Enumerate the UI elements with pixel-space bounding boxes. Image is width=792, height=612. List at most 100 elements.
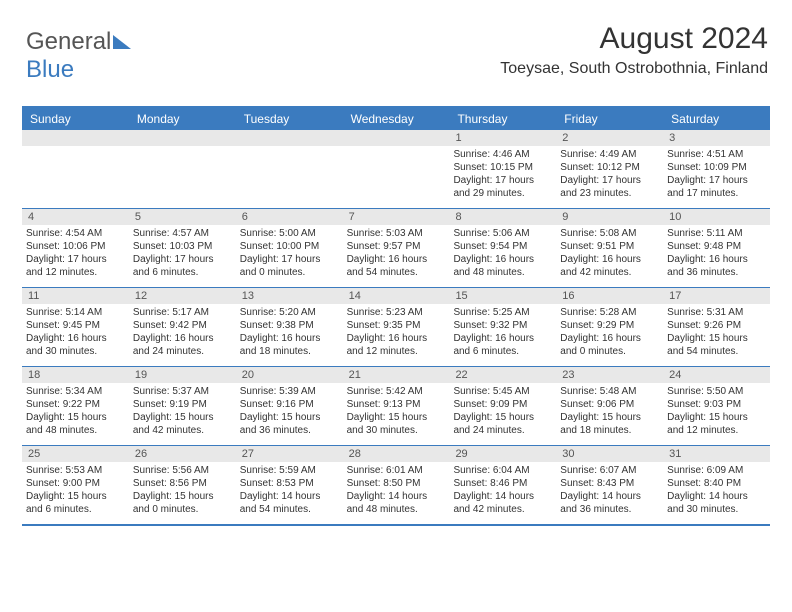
cell-line: Daylight: 17 hours and 23 minutes. (560, 174, 659, 200)
calendar-cell: 19Sunrise: 5:37 AMSunset: 9:19 PMDayligh… (129, 367, 236, 445)
cell-line: Daylight: 17 hours and 29 minutes. (453, 174, 552, 200)
cell-line: Daylight: 17 hours and 6 minutes. (133, 253, 232, 279)
cell-line: Sunset: 9:51 PM (560, 240, 659, 253)
cell-line: Daylight: 16 hours and 36 minutes. (667, 253, 766, 279)
cell-line: Sunset: 10:09 PM (667, 161, 766, 174)
cell-line: Sunrise: 5:17 AM (133, 306, 232, 319)
cell-line: Sunrise: 5:39 AM (240, 385, 339, 398)
cell-line: Sunrise: 5:45 AM (453, 385, 552, 398)
calendar-cell (343, 130, 450, 208)
calendar-cell: 15Sunrise: 5:25 AMSunset: 9:32 PMDayligh… (449, 288, 556, 366)
cell-line: Sunrise: 4:54 AM (26, 227, 125, 240)
cell-line: Sunset: 8:46 PM (453, 477, 552, 490)
cell-line: Sunrise: 5:08 AM (560, 227, 659, 240)
date-number: 25 (22, 446, 129, 462)
day-header-thursday: Thursday (449, 108, 556, 130)
month-title: August 2024 (500, 22, 768, 56)
cell-body (22, 146, 129, 152)
calendar-cell: 5 Sunrise: 4:57 AMSunset: 10:03 PMDayligh… (129, 209, 236, 287)
cell-body: Sunrise: 5:06 AMSunset: 9:54 PMDaylight:… (449, 225, 556, 283)
cell-line: Daylight: 16 hours and 12 minutes. (347, 332, 446, 358)
calendar-cell: 18Sunrise: 5:34 AMSunset: 9:22 PMDayligh… (22, 367, 129, 445)
date-number: 9 (556, 209, 663, 225)
date-number: 27 (236, 446, 343, 462)
day-header-row: SundayMondayTuesdayWednesdayThursdayFrid… (22, 108, 770, 130)
calendar-cell: 14Sunrise: 5:23 AMSunset: 9:35 PMDayligh… (343, 288, 450, 366)
cell-body: Sunrise: 4:46 AMSunset: 10:15 PMDaylight… (449, 146, 556, 204)
date-number: 29 (449, 446, 556, 462)
cell-body: Sunrise: 5:28 AMSunset: 9:29 PMDaylight:… (556, 304, 663, 362)
cell-line: Sunrise: 5:42 AM (347, 385, 446, 398)
cell-line: Sunset: 9:29 PM (560, 319, 659, 332)
date-number (343, 130, 450, 146)
date-number: 23 (556, 367, 663, 383)
date-number: 19 (129, 367, 236, 383)
date-number (236, 130, 343, 146)
cell-body: Sunrise: 5:59 AMSunset: 8:53 PMDaylight:… (236, 462, 343, 520)
cell-body: Sunrise: 5:42 AMSunset: 9:13 PMDaylight:… (343, 383, 450, 441)
date-number: 4 (22, 209, 129, 225)
cell-body (129, 146, 236, 152)
date-number: 5 (129, 209, 236, 225)
cell-line: Daylight: 15 hours and 54 minutes. (667, 332, 766, 358)
cell-line: Sunset: 9:45 PM (26, 319, 125, 332)
date-number: 21 (343, 367, 450, 383)
cell-line: Sunrise: 6:01 AM (347, 464, 446, 477)
calendar-cell: 7Sunrise: 5:03 AMSunset: 9:57 PMDaylight… (343, 209, 450, 287)
cell-line: Sunset: 9:03 PM (667, 398, 766, 411)
cell-line: Daylight: 17 hours and 17 minutes. (667, 174, 766, 200)
calendar-cell: 21Sunrise: 5:42 AMSunset: 9:13 PMDayligh… (343, 367, 450, 445)
logo: General Blue (26, 28, 131, 84)
date-number: 26 (129, 446, 236, 462)
calendar-cell: 13Sunrise: 5:20 AMSunset: 9:38 PMDayligh… (236, 288, 343, 366)
cell-body: Sunrise: 4:49 AMSunset: 10:12 PMDaylight… (556, 146, 663, 204)
cell-body: Sunrise: 5:50 AMSunset: 9:03 PMDaylight:… (663, 383, 770, 441)
date-number: 15 (449, 288, 556, 304)
date-number: 11 (22, 288, 129, 304)
cell-body (236, 146, 343, 152)
week-row: 11Sunrise: 5:14 AMSunset: 9:45 PMDayligh… (22, 288, 770, 367)
cell-line: Sunset: 9:13 PM (347, 398, 446, 411)
date-number (22, 130, 129, 146)
cell-body: Sunrise: 5:17 AMSunset: 9:42 PMDaylight:… (129, 304, 236, 362)
date-number: 8 (449, 209, 556, 225)
cell-line: Sunset: 10:06 PM (26, 240, 125, 253)
cell-line: Daylight: 15 hours and 0 minutes. (133, 490, 232, 516)
calendar-cell: 22Sunrise: 5:45 AMSunset: 9:09 PMDayligh… (449, 367, 556, 445)
cell-line: Daylight: 16 hours and 18 minutes. (240, 332, 339, 358)
cell-line: Sunset: 9:16 PM (240, 398, 339, 411)
cell-line: Sunset: 8:50 PM (347, 477, 446, 490)
cell-line: Sunset: 10:00 PM (240, 240, 339, 253)
cell-body: Sunrise: 6:04 AMSunset: 8:46 PMDaylight:… (449, 462, 556, 520)
calendar-cell: 24Sunrise: 5:50 AMSunset: 9:03 PMDayligh… (663, 367, 770, 445)
cell-body: Sunrise: 5:37 AMSunset: 9:19 PMDaylight:… (129, 383, 236, 441)
date-number: 12 (129, 288, 236, 304)
cell-body: Sunrise: 4:54 AMSunset: 10:06 PMDaylight… (22, 225, 129, 283)
cell-line: Sunrise: 6:07 AM (560, 464, 659, 477)
cell-body: Sunrise: 5:56 AMSunset: 8:56 PMDaylight:… (129, 462, 236, 520)
cell-line: Daylight: 17 hours and 0 minutes. (240, 253, 339, 279)
cell-line: Sunset: 9:57 PM (347, 240, 446, 253)
calendar-cell: 26Sunrise: 5:56 AMSunset: 8:56 PMDayligh… (129, 446, 236, 524)
cell-body: Sunrise: 5:31 AMSunset: 9:26 PMDaylight:… (663, 304, 770, 362)
date-number: 22 (449, 367, 556, 383)
cell-line: Sunrise: 5:50 AM (667, 385, 766, 398)
calendar-cell: 2Sunrise: 4:49 AMSunset: 10:12 PMDayligh… (556, 130, 663, 208)
cell-body: Sunrise: 5:53 AMSunset: 9:00 PMDaylight:… (22, 462, 129, 520)
calendar-cell: 6Sunrise: 5:00 AMSunset: 10:00 PMDayligh… (236, 209, 343, 287)
calendar-cell: 9Sunrise: 5:08 AMSunset: 9:51 PMDaylight… (556, 209, 663, 287)
cell-line: Sunset: 9:38 PM (240, 319, 339, 332)
cell-line: Sunrise: 4:57 AM (133, 227, 232, 240)
cell-line: Sunset: 9:32 PM (453, 319, 552, 332)
calendar-cell: 12Sunrise: 5:17 AMSunset: 9:42 PMDayligh… (129, 288, 236, 366)
cell-line: Daylight: 15 hours and 12 minutes. (667, 411, 766, 437)
cell-line: Sunrise: 5:48 AM (560, 385, 659, 398)
cell-line: Daylight: 17 hours and 12 minutes. (26, 253, 125, 279)
date-number: 16 (556, 288, 663, 304)
date-number: 7 (343, 209, 450, 225)
cell-line: Sunset: 10:03 PM (133, 240, 232, 253)
cell-body: Sunrise: 4:51 AMSunset: 10:09 PMDaylight… (663, 146, 770, 204)
date-number: 20 (236, 367, 343, 383)
cell-line: Sunset: 8:40 PM (667, 477, 766, 490)
cell-body: Sunrise: 5:00 AMSunset: 10:00 PMDaylight… (236, 225, 343, 283)
